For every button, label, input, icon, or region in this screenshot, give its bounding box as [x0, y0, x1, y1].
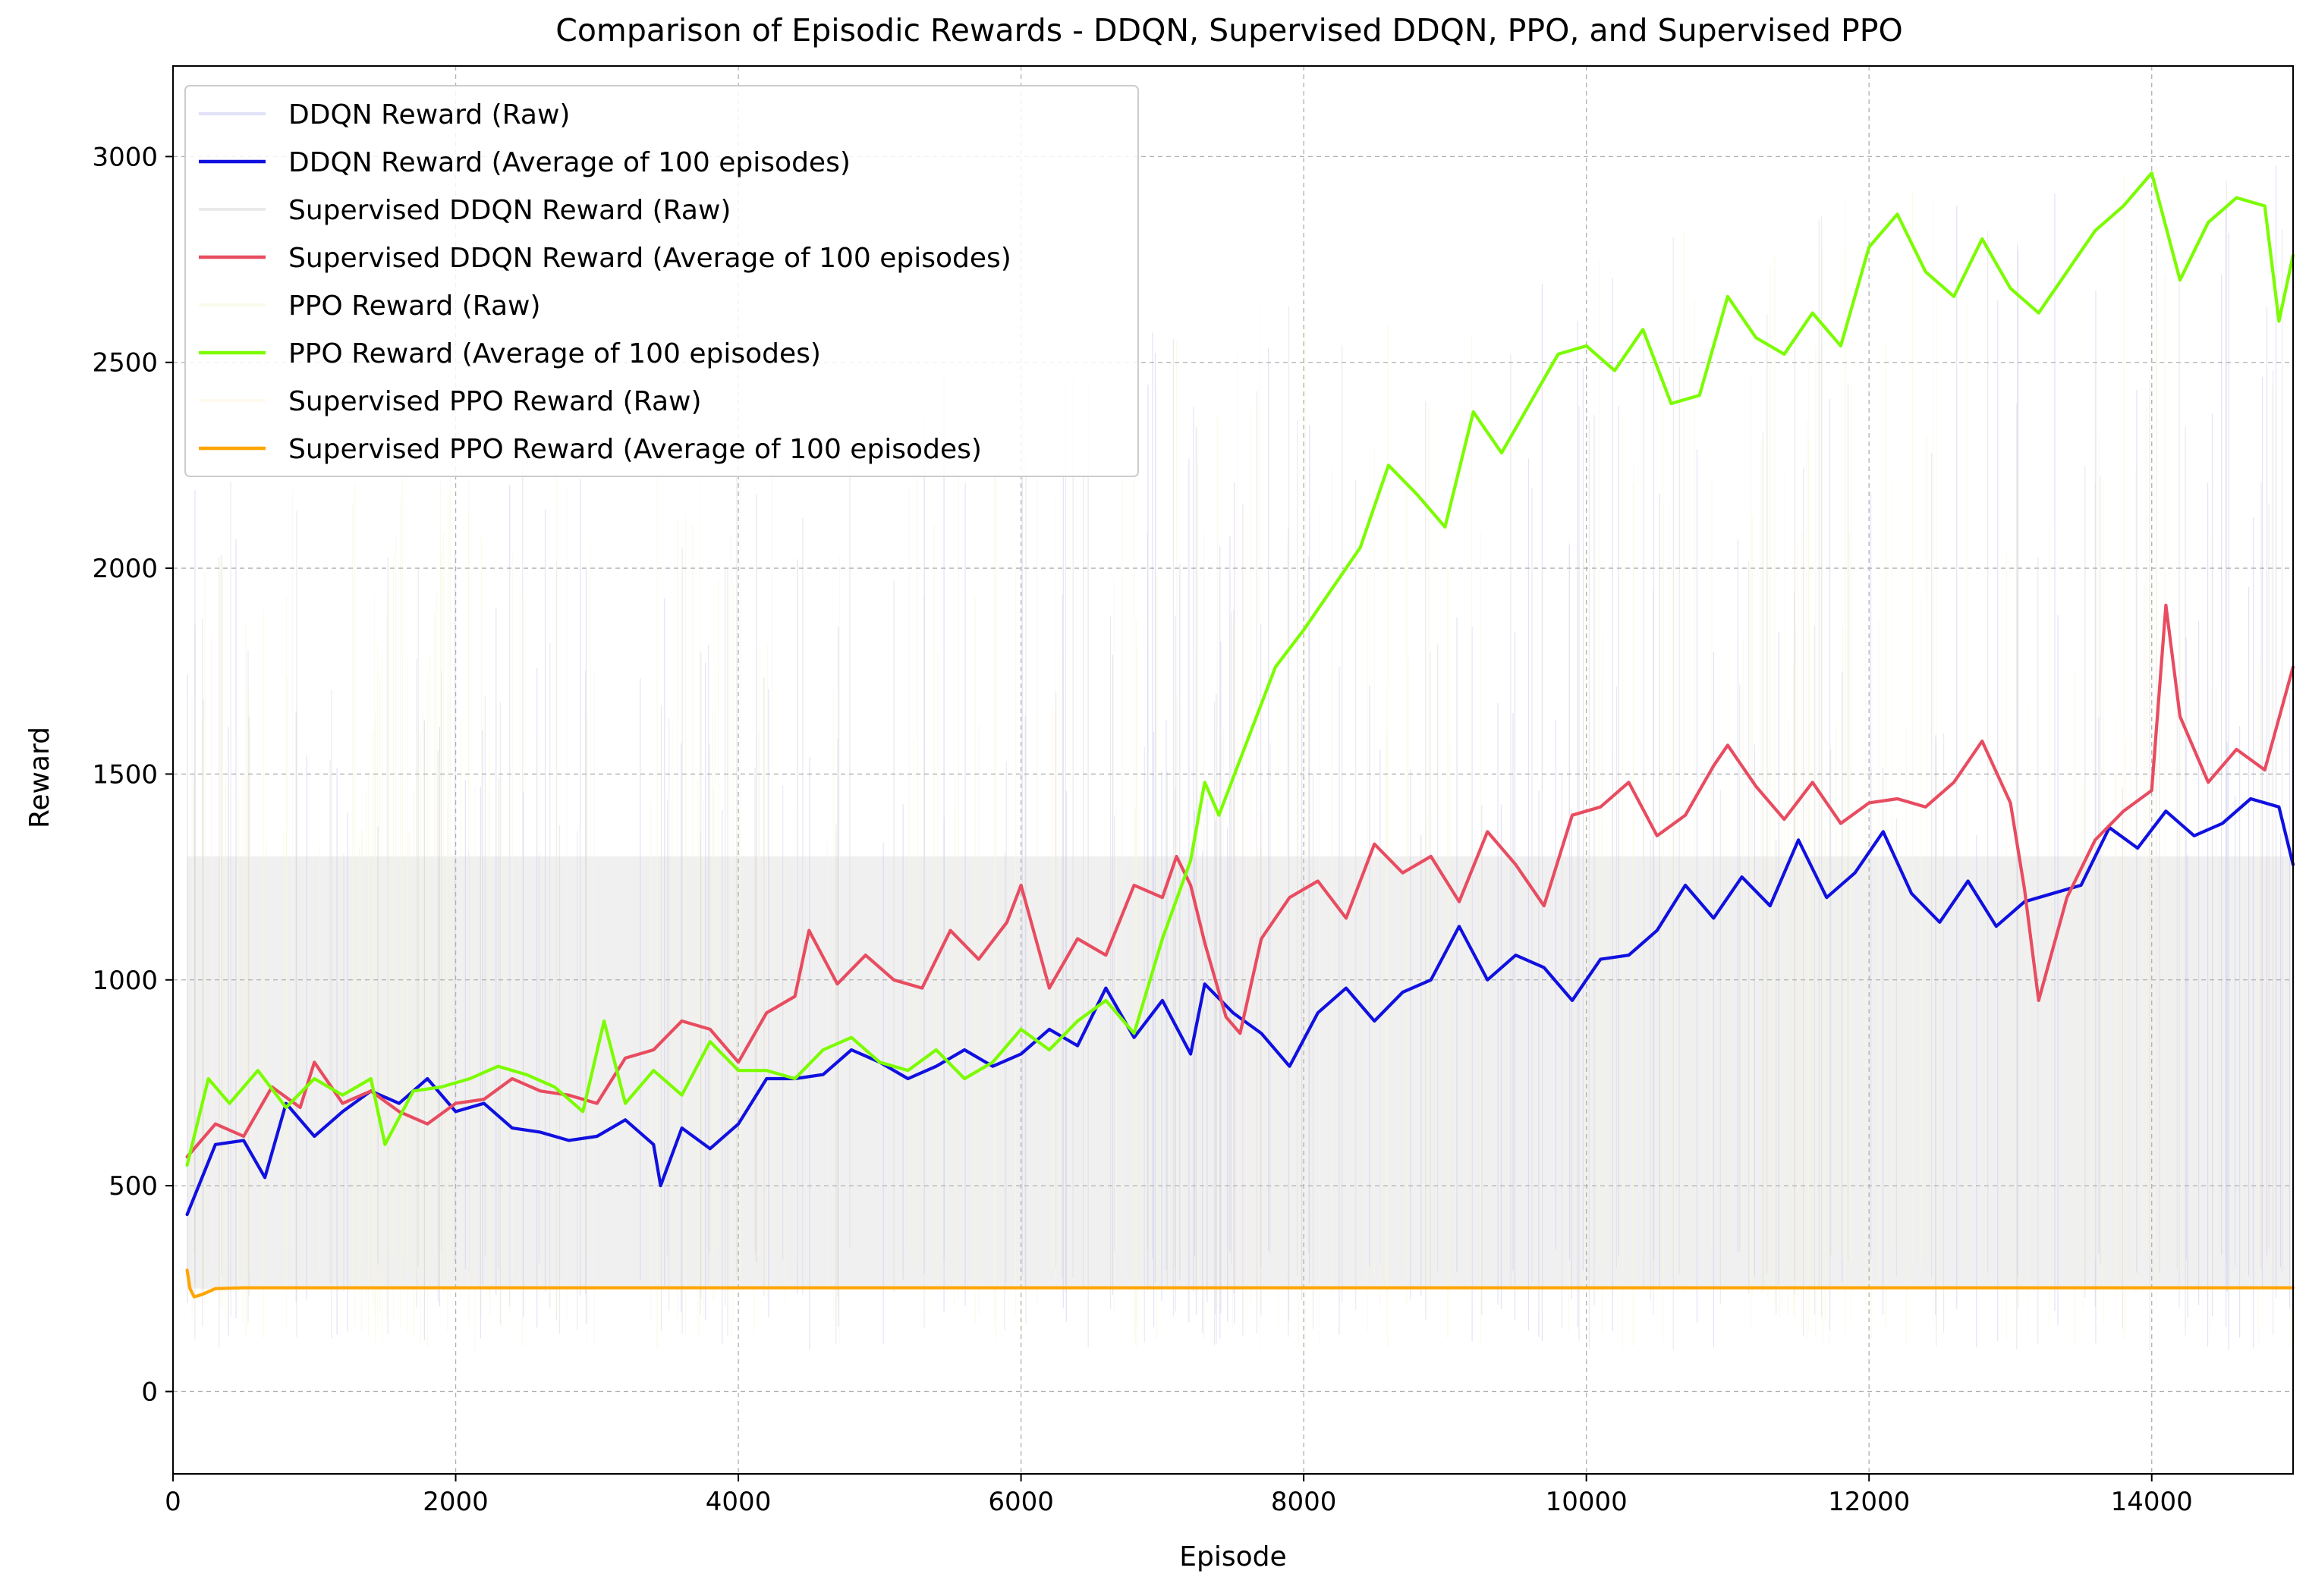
- x-tick-label: 6000: [988, 1487, 1054, 1517]
- y-tick-label: 500: [109, 1171, 158, 1202]
- legend-label: Supervised DDQN Reward (Raw): [288, 195, 731, 226]
- y-tick-label: 3000: [92, 142, 158, 172]
- legend-entry: Supervised DDQN Reward (Average of 100 e…: [199, 243, 1011, 274]
- raw-data-band: [187, 856, 2293, 1289]
- legend-entry: PPO Reward (Average of 100 episodes): [199, 338, 821, 369]
- series-line-5: [185, 171, 2295, 1167]
- raw-data-layer: [187, 160, 2293, 1351]
- series-line-7: [185, 1268, 2295, 1299]
- x-axis-title: Episode: [1179, 1541, 1286, 1572]
- y-tick-label: 2500: [92, 348, 158, 379]
- legend-label: DDQN Reward (Average of 100 episodes): [288, 147, 851, 178]
- legend-entry: Supervised PPO Reward (Raw): [199, 386, 702, 417]
- x-tick-label: 8000: [1271, 1487, 1337, 1517]
- y-axis: 0 500 1000 1500 2000 2500 3000: [92, 142, 173, 1407]
- x-tick-label: 12000: [1828, 1487, 1910, 1517]
- chart-title: Comparison of Episodic Rewards - DDQN, S…: [555, 12, 1903, 49]
- legend: DDQN Reward (Raw) DDQN Reward (Average of…: [184, 85, 1139, 477]
- legend-entry: DDQN Reward (Average of 100 episodes): [199, 147, 851, 178]
- series-layer: [185, 171, 2295, 1299]
- x-tick-label: 4000: [706, 1487, 772, 1517]
- x-tick-label: 0: [165, 1487, 181, 1517]
- legend-label: Supervised PPO Reward (Raw): [288, 386, 702, 417]
- legend-label: Supervised DDQN Reward (Average of 100 e…: [288, 243, 1011, 274]
- legend-label: Supervised PPO Reward (Average of 100 ep…: [288, 434, 982, 465]
- x-tick-label: 2000: [423, 1487, 489, 1517]
- legend-entry: Supervised PPO Reward (Average of 100 ep…: [199, 434, 982, 465]
- y-tick-label: 0: [141, 1377, 158, 1407]
- series-line-3: [185, 603, 2295, 1159]
- y-tick-label: 1000: [92, 966, 158, 996]
- legend-entry: PPO Reward (Raw): [199, 291, 541, 322]
- x-tick-label: 10000: [1546, 1487, 1628, 1517]
- y-tick-label: 1500: [92, 759, 158, 790]
- x-tick-label: 14000: [2111, 1487, 2193, 1517]
- legend-label: DDQN Reward (Raw): [288, 99, 570, 130]
- plot-frame: [172, 65, 2294, 1475]
- legend-label: PPO Reward (Average of 100 episodes): [288, 338, 821, 369]
- legend-box: [184, 85, 1139, 477]
- x-axis: 0 2000 4000 6000 8000 10000 12000 14000: [165, 1474, 2193, 1517]
- y-axis-title: Reward: [24, 727, 55, 828]
- series-line-1: [185, 796, 2295, 1217]
- legend-entry: DDQN Reward (Raw): [199, 99, 570, 130]
- legend-entry: Supervised DDQN Reward (Raw): [199, 195, 731, 226]
- y-tick-label: 2000: [92, 554, 158, 584]
- legend-label: PPO Reward (Raw): [288, 291, 541, 322]
